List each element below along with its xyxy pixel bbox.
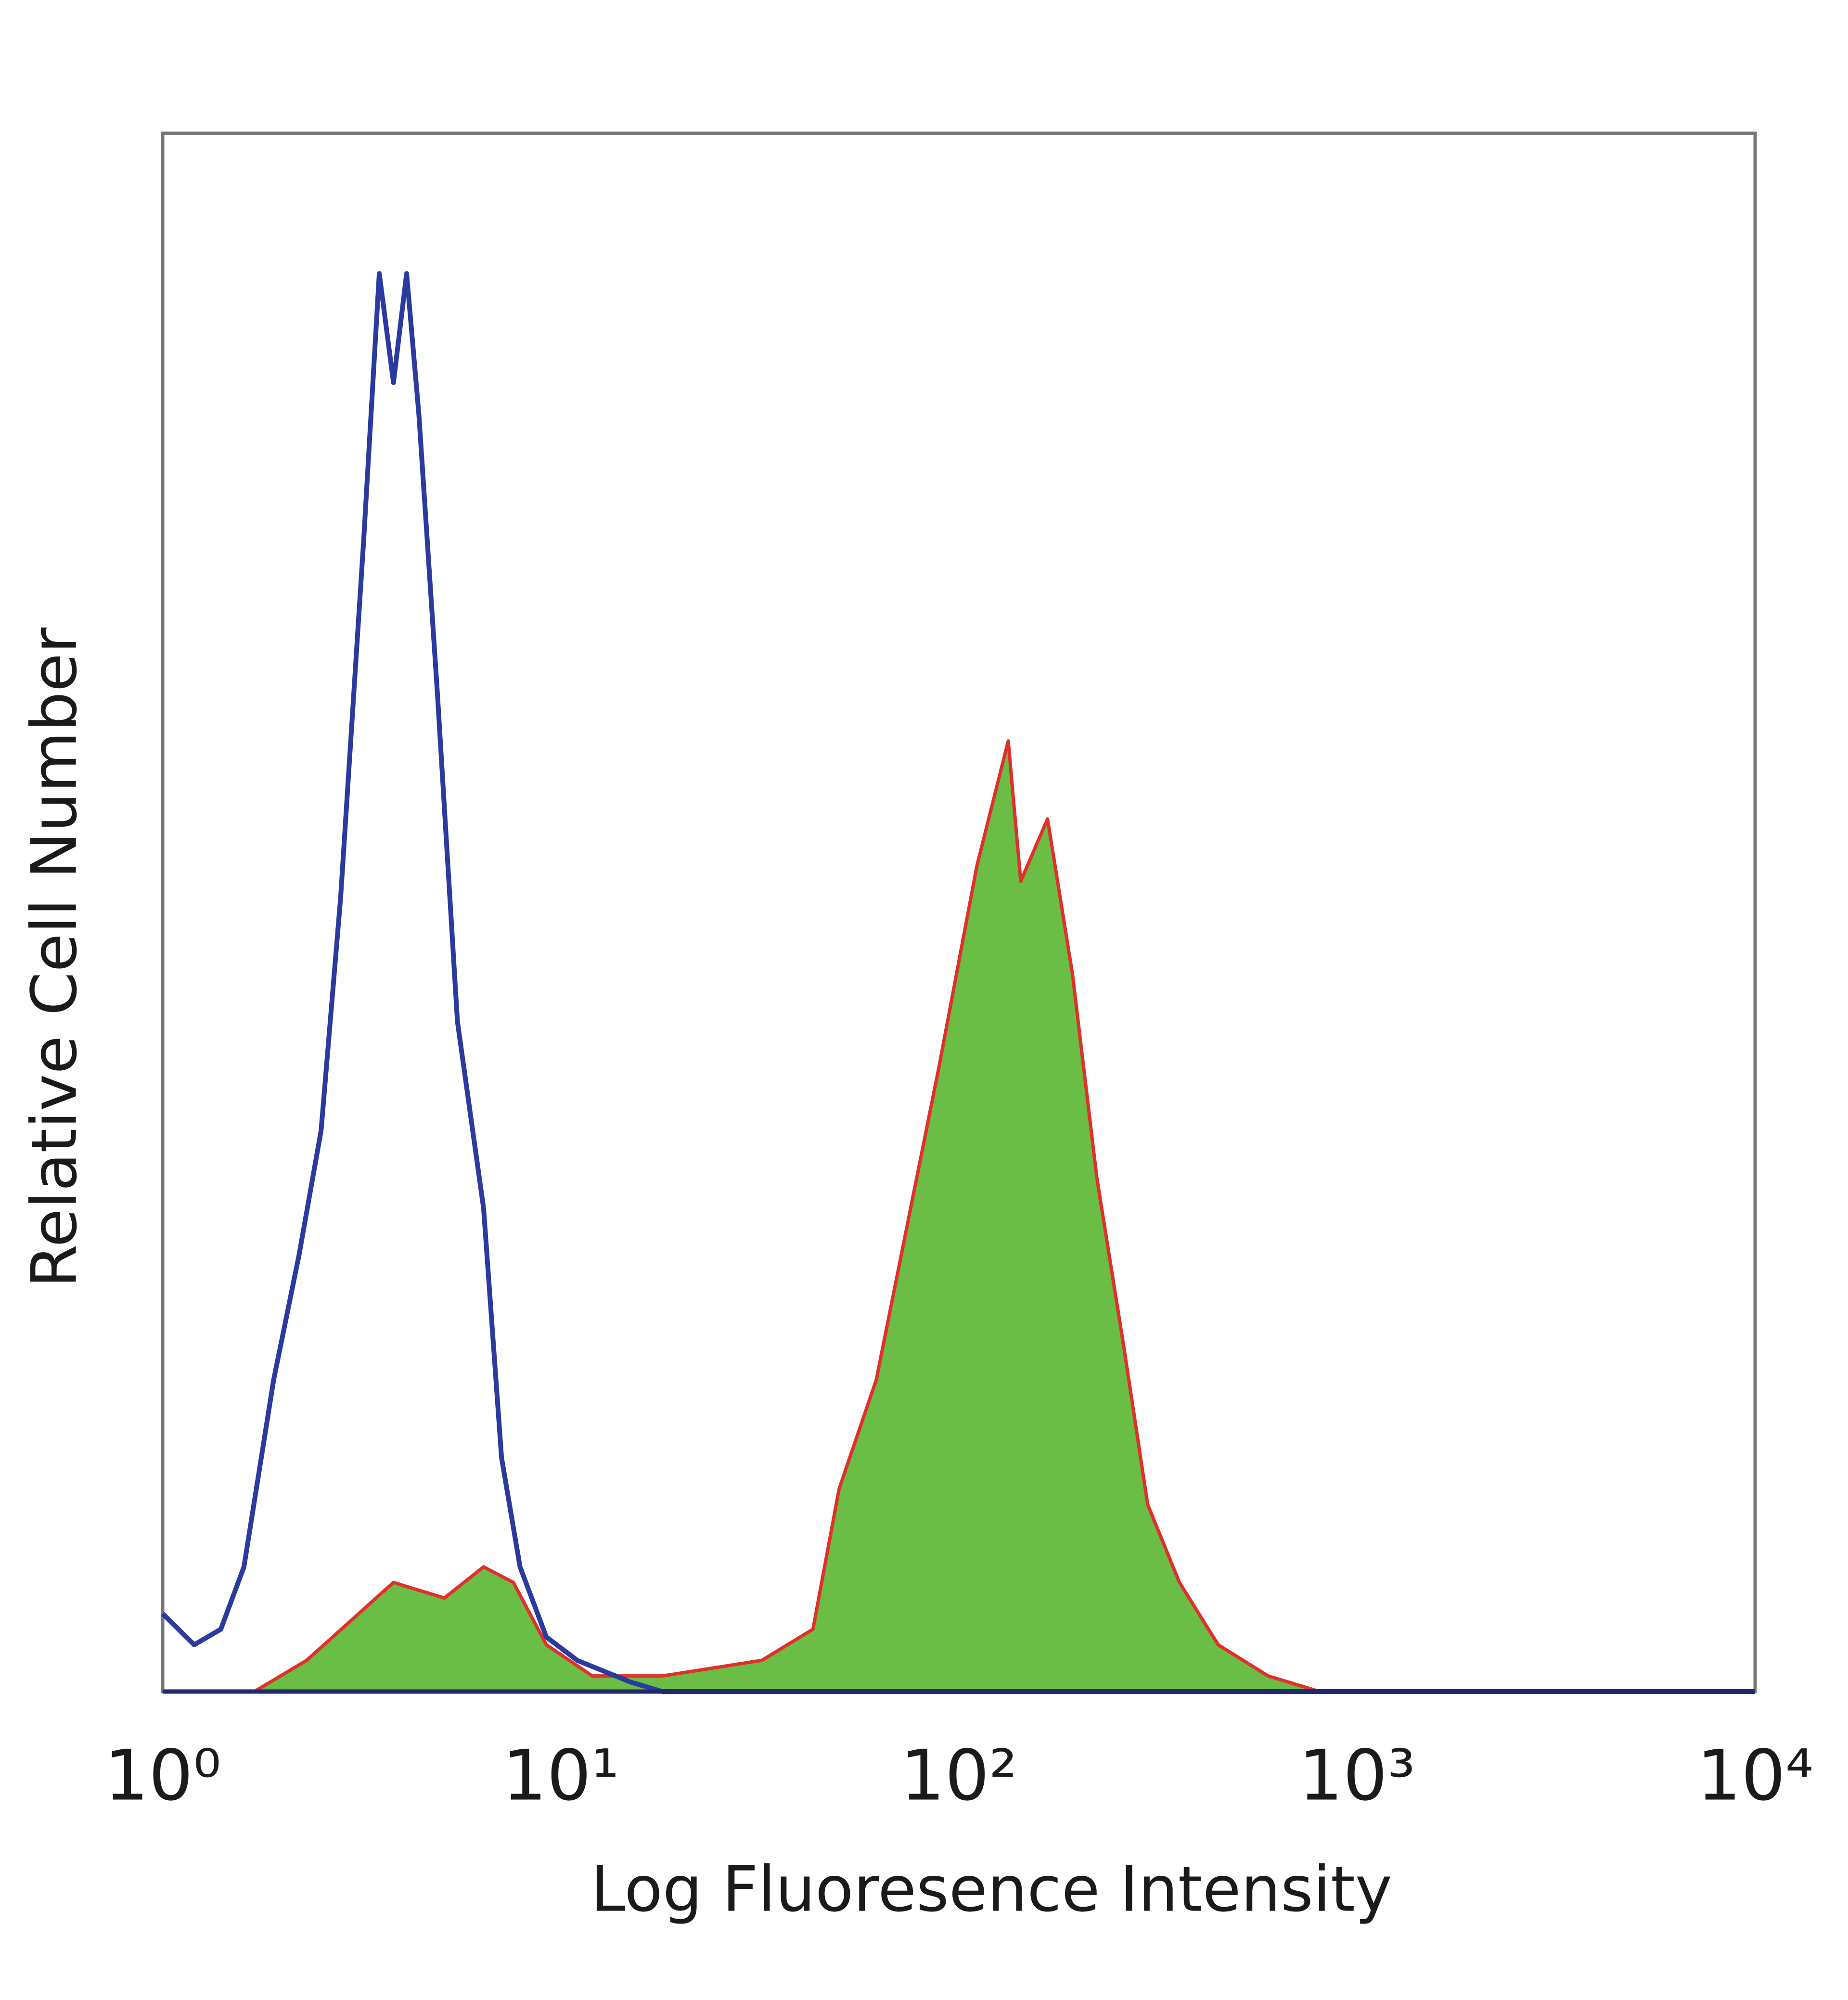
x-tick-label: 10¹ <box>502 1735 619 1817</box>
x-tick-label: 10⁰ <box>104 1735 221 1817</box>
histogram-line <box>161 271 1755 1694</box>
y-axis-label: Relative Cell Number <box>18 627 91 1288</box>
x-tick-label: 10² <box>900 1735 1017 1817</box>
x-tick-label: 10³ <box>1298 1735 1415 1817</box>
x-tick-label: 10⁴ <box>1697 1735 1814 1817</box>
x-axis-label: Log Fluoresence Intensity <box>590 1853 1392 1926</box>
histogram-area <box>253 739 1322 1693</box>
plot-area <box>161 271 1755 1694</box>
